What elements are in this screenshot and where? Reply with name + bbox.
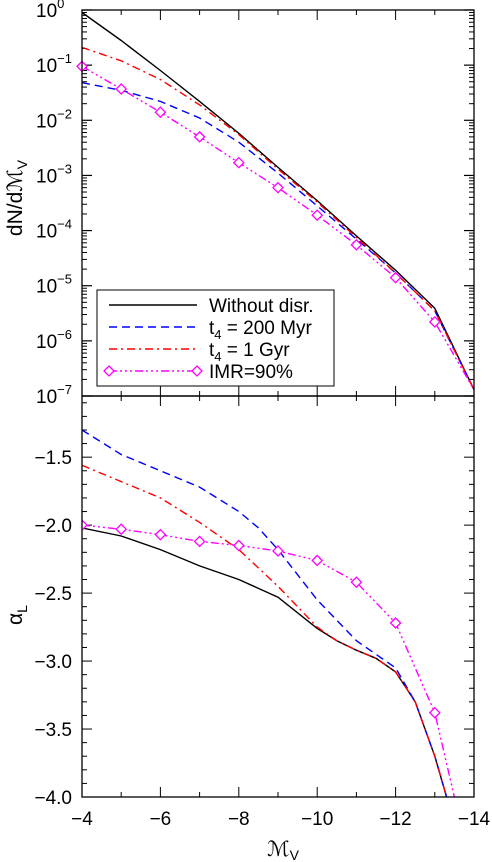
bottom-plot-frame: [81, 395, 475, 798]
bottom-marker: [350, 576, 363, 589]
top-panel: 100 10−1 10−2 10−3 10−4 10−5 10−6 10−7 Without d…: [36, 0, 475, 408]
bottom-y-tick-label: −3.5: [34, 720, 72, 741]
legend-entry-label: IMR=90%: [209, 362, 293, 383]
bottom-marker: [311, 554, 324, 567]
bottom-marker: [82, 519, 88, 532]
top-y-tick-label: 10−5: [36, 272, 72, 298]
bottom-panel: −1.5 −2.0 −2.5 −3.0 −3.5 −4.0−4 −6 −8 −10 −12 −14: [34, 395, 491, 830]
bottom-t1g-line: [82, 464, 448, 797]
x-tick-label: −14: [458, 809, 491, 830]
top-marker: [311, 209, 324, 222]
top-marker: [115, 83, 128, 95]
bottom-y-tick-label: −4.0: [34, 788, 72, 809]
legend-box: [96, 289, 335, 387]
top-t1g-line: [81, 46, 475, 391]
bottom-marker: [389, 617, 402, 629]
bottom-y-tick-label: −1.5: [34, 448, 72, 469]
top-nodisr-line: [81, 11, 475, 391]
top-marker: [389, 271, 402, 284]
legend-marker: [191, 365, 203, 377]
bottom-y-tick-label: −3.0: [34, 652, 72, 673]
x-axis-label: ℳV: [267, 838, 299, 862]
bottom-marker: [272, 545, 284, 557]
top-y-tick-label: 100: [36, 0, 64, 22]
top-y-axis-label: dN/dℳV: [4, 159, 30, 236]
top-marker: [428, 316, 441, 328]
top-marker: [232, 156, 245, 169]
bottom-marker: [193, 535, 206, 548]
bottom-y-axis-label: αL: [4, 605, 30, 625]
legend-entry-label: t4 = 1 Gyr: [209, 340, 290, 364]
top-marker: [272, 181, 284, 194]
bottom-marker: [115, 523, 128, 536]
bottom-series-group: [82, 429, 456, 797]
legend-marker: [103, 365, 115, 377]
x-tick-label: −4: [71, 809, 93, 830]
x-tick-label: −12: [379, 809, 411, 830]
legend-entry-label: t4 = 200 Myr: [209, 318, 312, 342]
x-tick-label: −8: [228, 809, 250, 830]
top-y-tick-label: 10−6: [36, 327, 72, 353]
top-marker: [193, 130, 206, 143]
top-y-tick-label: 10−1: [36, 51, 72, 77]
bottom-marker: [232, 539, 245, 552]
top-y-tick-label: 10−3: [36, 161, 72, 187]
bottom-y-tick-label: −2.0: [34, 516, 72, 537]
bottom-marker: [154, 528, 167, 541]
x-tick-label: −6: [150, 809, 172, 830]
top-y-tick-label: 10−4: [36, 217, 72, 243]
legend-entry-label: Without disr.: [209, 296, 314, 317]
x-tick-label: −10: [301, 809, 333, 830]
bottom-imr-line: [82, 524, 456, 797]
bottom-nodisr-line: [82, 527, 448, 797]
bottom-t200-line: [82, 429, 448, 797]
top-y-tick-label: 10−7: [36, 382, 72, 408]
bottom-marker: [428, 706, 441, 719]
top-marker: [154, 106, 167, 119]
bottom-y-tick-label: −2.5: [34, 584, 72, 605]
top-y-tick-label: 10−2: [36, 106, 72, 132]
top-marker: [350, 238, 363, 251]
